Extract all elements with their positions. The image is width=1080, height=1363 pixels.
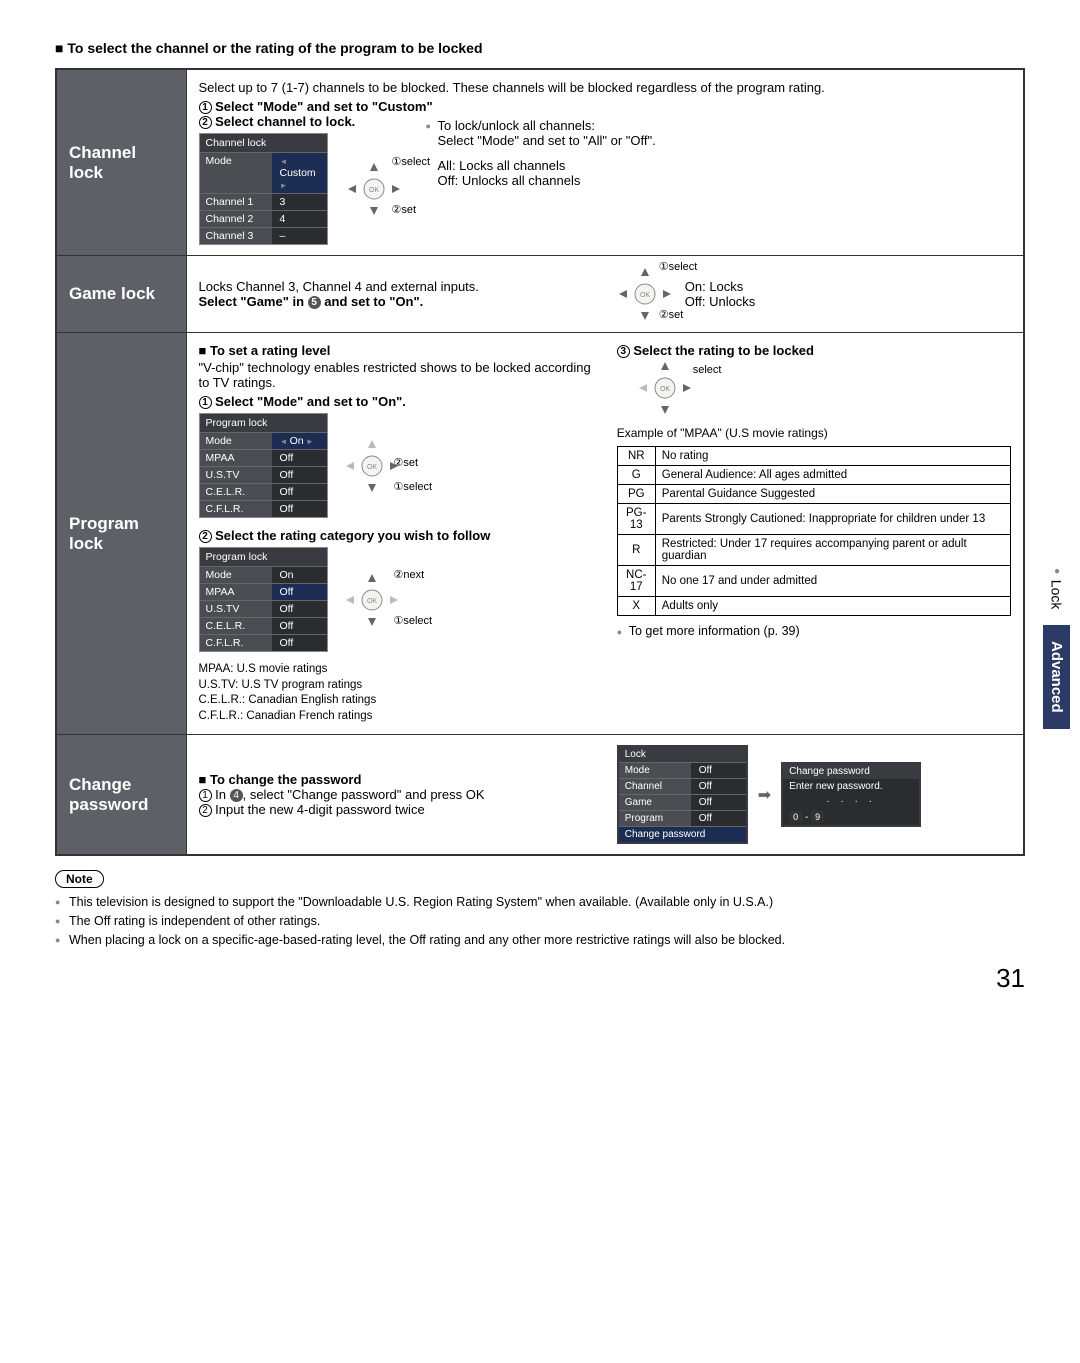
channel-lock-menu: Channel lock ModeCustomChannel 13Channel… — [199, 133, 328, 245]
dpad-icon: OK — [344, 572, 400, 628]
change-password-osd: Change password Enter new password. · · … — [781, 762, 921, 827]
svg-text:OK: OK — [366, 598, 376, 605]
channel-lock-label: Channel lock — [56, 69, 186, 256]
page-heading: To select the channel or the rating of t… — [55, 40, 1025, 56]
svg-text:OK: OK — [366, 464, 376, 471]
svg-text:OK: OK — [640, 292, 650, 299]
svg-text:OK: OK — [368, 187, 378, 194]
change-password-cell: To change the password 1 In 4, select "C… — [186, 735, 1024, 856]
program-lock-menu-1: Program lock ModeOnMPAAOffU.S.TVOffC.E.L… — [199, 413, 328, 518]
note-label: Note — [55, 870, 104, 888]
page-number: 31 — [55, 963, 1025, 994]
notes-list: This television is designed to support t… — [55, 894, 1025, 949]
dpad-icon: OK — [344, 438, 400, 494]
cl-step1: Select "Mode" and set to "Custom" — [215, 99, 433, 114]
cl-step2: Select channel to lock. — [215, 114, 355, 129]
change-password-label: Change password — [56, 735, 186, 856]
channel-lock-cell: Select up to 7 (1-7) channels to be bloc… — [186, 69, 1024, 256]
side-tab-lock: Lock — [1046, 560, 1068, 615]
mpaa-ratings-table: NRNo ratingGGeneral Audience: All ages a… — [617, 446, 1011, 616]
lock-osd: Lock ModeOffChannelOffGameOffProgramOff … — [617, 745, 748, 844]
channel-lock-intro: Select up to 7 (1-7) channels to be bloc… — [199, 80, 1012, 95]
dpad-icon: OK — [637, 360, 693, 416]
game-lock-label: Game lock — [56, 256, 186, 333]
arrow-right-icon: ➡ — [758, 785, 771, 805]
svg-text:OK: OK — [660, 386, 670, 393]
side-tabs: Lock Advanced — [1043, 560, 1070, 729]
side-tab-advanced: Advanced — [1043, 625, 1070, 729]
program-lock-menu-2: Program lock ModeOnMPAAOffU.S.TVOffC.E.L… — [199, 547, 328, 652]
game-lock-cell: Locks Channel 3, Channel 4 and external … — [186, 256, 1024, 333]
program-lock-label: Program lock — [56, 333, 186, 735]
lock-settings-table: Channel lock Select up to 7 (1-7) channe… — [55, 68, 1025, 856]
program-lock-cell: To set a rating level "V-chip" technolog… — [186, 333, 1024, 735]
